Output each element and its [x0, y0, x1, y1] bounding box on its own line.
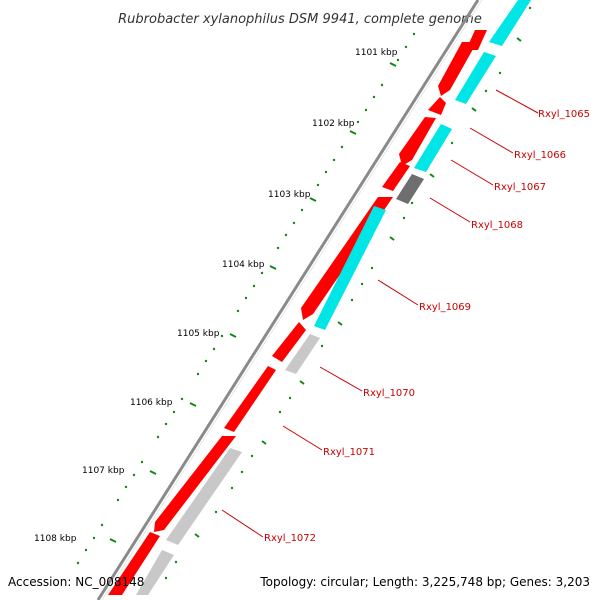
cds-feature[interactable]: [154, 436, 236, 532]
gene-label[interactable]: Rxyl_1066: [514, 150, 566, 161]
gene-callouts: [221, 89, 539, 538]
gene-label[interactable]: Rxyl_1068: [471, 220, 523, 231]
kbp-label: 1108 kbp: [34, 534, 77, 544]
cds-feature[interactable]: [382, 162, 410, 191]
cds-feature[interactable]: [224, 366, 276, 432]
kbp-label: 1101 kbp: [355, 48, 398, 58]
kbp-label: 1107 kbp: [82, 466, 125, 476]
genome-backbone: [96, 0, 483, 600]
kbp-label: 1103 kbp: [268, 190, 311, 200]
cds-feature[interactable]: [438, 42, 477, 96]
ruler-dots: [76, 32, 416, 565]
cds-feature[interactable]: [108, 532, 160, 595]
cds-feature[interactable]: [428, 97, 446, 115]
cds-feature[interactable]: [399, 117, 436, 166]
reverse-strand-track: [136, 0, 531, 595]
kbp-label: 1104 kbp: [222, 260, 265, 270]
cds-feature[interactable]: [314, 206, 386, 330]
kbp-label: 1105 kbp: [177, 329, 220, 339]
gene-label[interactable]: Rxyl_1070: [363, 388, 415, 399]
ruler-major-ticks: [109, 62, 397, 543]
cds-feature[interactable]: [136, 550, 174, 595]
gene-label[interactable]: Rxyl_1071: [323, 447, 375, 458]
kbp-label: 1106 kbp: [130, 398, 173, 408]
kbp-label: 1102 kbp: [312, 119, 355, 129]
cds-feature[interactable]: [166, 448, 242, 545]
gene-label[interactable]: Rxyl_1067: [494, 182, 546, 193]
cds-feature[interactable]: [396, 174, 424, 204]
gene-label[interactable]: Rxyl_1072: [264, 533, 316, 544]
genome-summary: Topology: circular; Length: 3,225,748 bp…: [260, 575, 590, 589]
cds-feature[interactable]: [285, 334, 320, 374]
accession-text: Accession: NC_008148: [8, 575, 145, 589]
cds-feature[interactable]: [414, 124, 452, 172]
cds-feature[interactable]: [455, 52, 496, 104]
cds-feature[interactable]: [272, 322, 306, 362]
gene-label[interactable]: Rxyl_1065: [538, 109, 590, 120]
inner-dots: [164, 6, 532, 580]
gene-label[interactable]: Rxyl_1069: [419, 302, 471, 313]
map-title: Rubrobacter xylanophilus DSM 9941, compl…: [118, 12, 482, 27]
kbp-ruler: 1101 kbp 1102 kbp 1103 kbp 1104 kbp 1105…: [34, 32, 416, 565]
inner-ticks: [194, 37, 522, 538]
cds-feature[interactable]: [489, 0, 531, 46]
